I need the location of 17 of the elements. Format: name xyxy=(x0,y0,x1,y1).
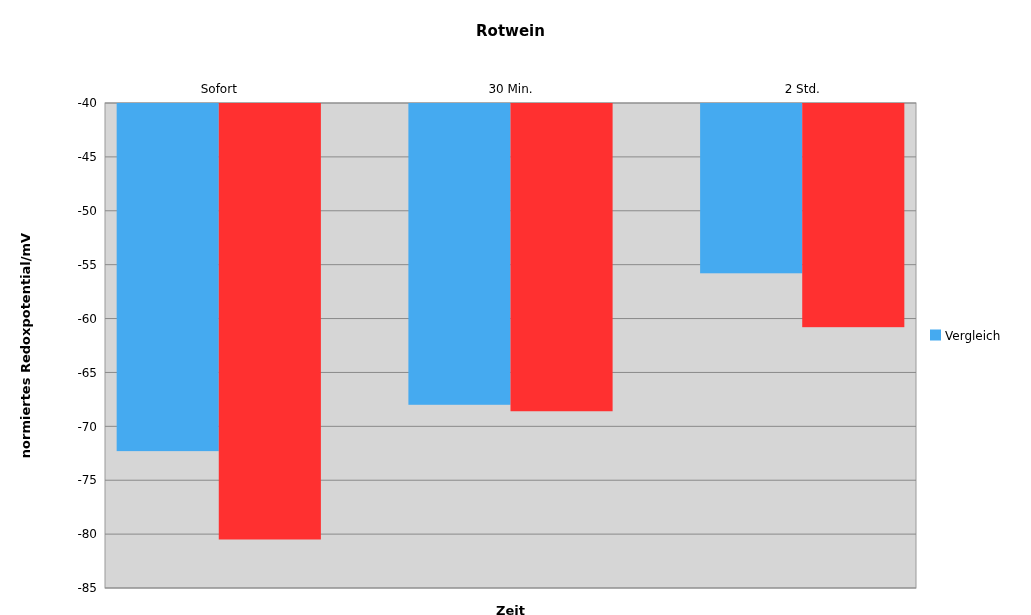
x-tick-label: 2 Std. xyxy=(784,82,820,96)
y-tick-label: -40 xyxy=(77,96,97,111)
y-tick-label: -55 xyxy=(77,257,97,272)
y-tick-label: -75 xyxy=(77,473,97,488)
y-tick-label: -45 xyxy=(77,150,97,165)
y-tick-label: -60 xyxy=(77,311,97,326)
y-axis-title: normiertes Redoxpotential/mV xyxy=(18,232,33,459)
y-tick-label: -85 xyxy=(77,581,97,596)
y-tick-label: -70 xyxy=(77,419,97,434)
x-tick-label: 30 Min. xyxy=(488,82,533,96)
y-tick-label: -65 xyxy=(77,365,97,380)
y-tick-label: -80 xyxy=(77,527,97,542)
chart-title: Rotwein xyxy=(476,22,545,40)
x-tick-label: Sofort xyxy=(200,82,238,96)
x-axis-title: Zeit xyxy=(496,603,525,615)
y-tick-label: -50 xyxy=(77,203,97,218)
legend-label: Vergleich xyxy=(945,328,1001,343)
